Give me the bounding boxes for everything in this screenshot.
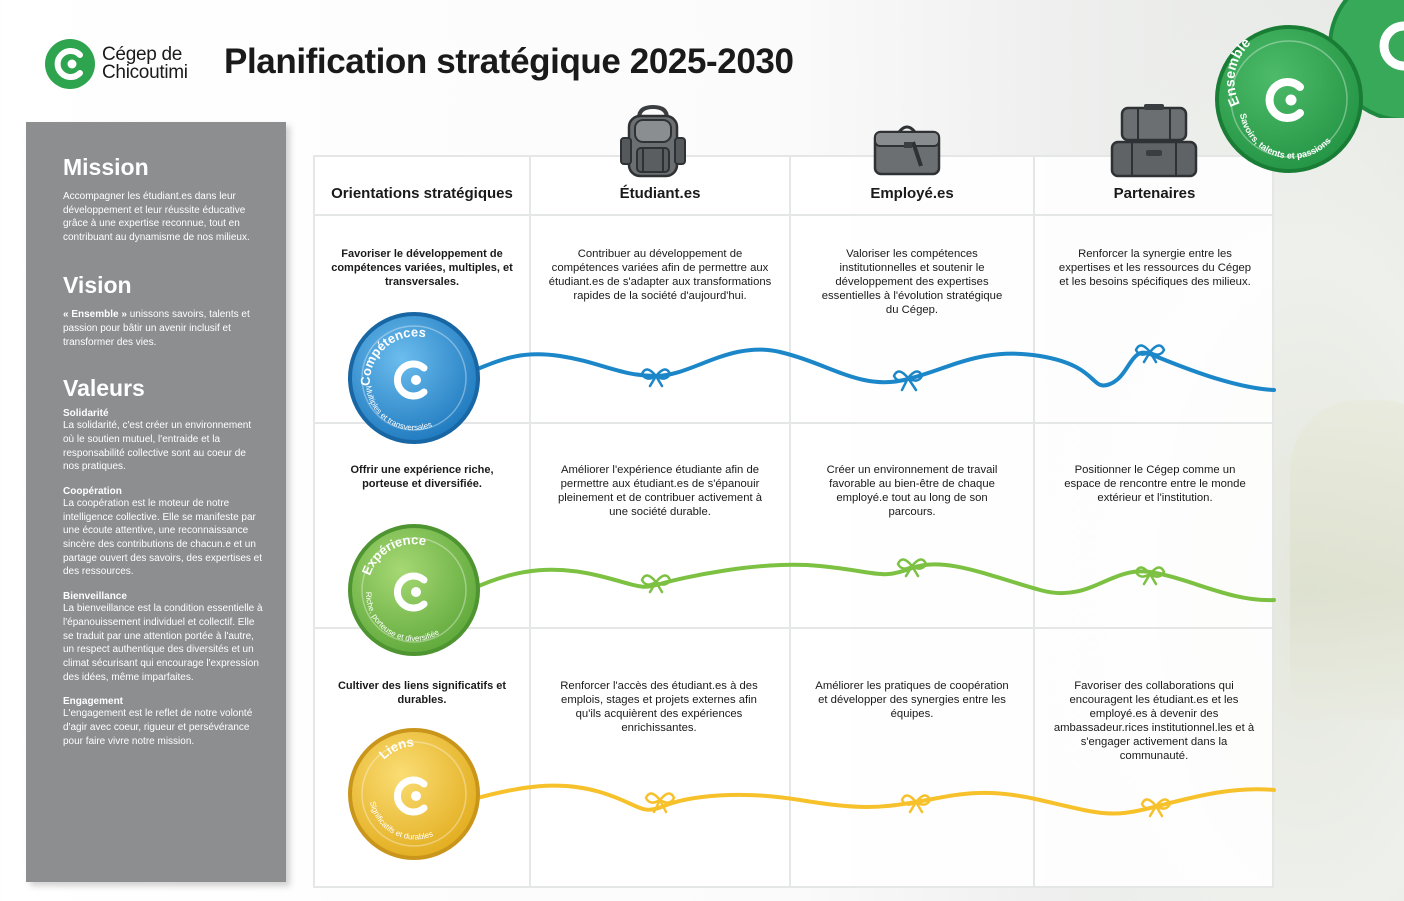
column-divider <box>1033 157 1035 886</box>
value-title: Engagement <box>63 696 124 708</box>
value-title: Coopération <box>63 485 122 497</box>
cell-partners-1: Renforcer la synergie entre les expertis… <box>1058 248 1252 288</box>
header-partners: Partenaires <box>1113 185 1196 202</box>
row-divider <box>315 214 1272 216</box>
orientation-1: Favoriser le développement de compétence… <box>331 248 513 288</box>
row-divider <box>315 422 1272 424</box>
orientation-2: Offrir une expérience riche, porteuse et… <box>350 464 494 490</box>
page-title: Planification stratégique 2025-2030 <box>224 42 794 81</box>
cell-employees-3: Améliorer les pratiques de coopération e… <box>815 680 1009 720</box>
vision-text: « Ensemble » unissons savoirs, talents e… <box>63 308 264 349</box>
badge-liens: Liens Significatifs et durables <box>348 728 480 860</box>
cell-partners-2: Positionner le Cégep comme un espace de … <box>1064 464 1246 504</box>
badge-ensemble: Ensemble Savoirs, talents et passions <box>1215 25 1363 173</box>
value-cooperation: Coopération La coopération est le moteur… <box>63 486 264 579</box>
value-text: La coopération est le moteur de notre in… <box>63 497 262 578</box>
cell-students-1: Contribuer au développement de compétenc… <box>548 248 772 302</box>
mission-section: Mission Accompagner les étudiant.es dans… <box>63 154 264 244</box>
header-employees: Employé.es <box>870 185 954 202</box>
strategy-table: Orientations stratégiques Étudiant.es Em… <box>313 155 1274 888</box>
logo-text: Cégep de Chicoutimi <box>102 44 188 83</box>
vision-heading: Vision <box>63 272 132 299</box>
value-text: L'engagement est le reflet de notre volo… <box>63 708 253 747</box>
column-divider <box>789 157 791 886</box>
cell-students-2: Améliorer l'expérience étudiante afin de… <box>557 464 763 518</box>
orientation-3: Cultiver des liens significatifs et dura… <box>337 680 507 706</box>
vision-section: Vision « Ensemble » unissons savoirs, ta… <box>63 272 264 349</box>
value-bienveillance: Bienveillance La bienveillance est la co… <box>63 591 264 684</box>
cell-students-3: Renforcer l'accès des étudiant.es à des … <box>560 680 758 734</box>
values-heading: Valeurs <box>63 375 145 402</box>
cegep-logo[interactable]: Cégep de Chicoutimi <box>44 38 188 90</box>
vision-body: unissons savoirs, talents et passion pou… <box>63 309 250 348</box>
luggage-icon <box>1110 104 1198 178</box>
cell-employees-1: Valoriser les compétences institutionnel… <box>821 248 1003 316</box>
backpack-icon <box>620 104 686 178</box>
value-title: Solidarité <box>63 408 109 420</box>
logo-line-1: Cégep de <box>102 44 183 65</box>
value-solidarite: Solidarité La solidarité, c'est créer un… <box>63 408 264 474</box>
cegep-logo-icon <box>45 39 95 89</box>
briefcase-icon <box>873 125 941 176</box>
cell-partners-3: Favoriser des collaborations qui encoura… <box>1053 680 1255 762</box>
row-divider <box>315 627 1272 629</box>
cell-employees-2: Créer un environnement de travail favora… <box>826 464 998 518</box>
value-text: La solidarité, c'est créer un environnem… <box>63 420 252 473</box>
sidebar: Mission Accompagner les étudiant.es dans… <box>26 122 286 882</box>
header-students: Étudiant.es <box>619 185 701 202</box>
value-text: La bienveillance est la condition essent… <box>63 603 263 683</box>
values-section: Valeurs Solidarité La solidarité, c'est … <box>63 375 264 748</box>
value-title: Bienveillance <box>63 591 127 603</box>
background-backpack <box>1290 400 1404 720</box>
mission-text: Accompagner les étudiant.es dans leur dé… <box>63 191 250 243</box>
logo-line-2: Chicoutimi <box>102 62 188 83</box>
header-orientations: Orientations stratégiques <box>331 185 513 202</box>
value-engagement: Engagement L'engagement est le reflet de… <box>63 696 264 748</box>
badge-competences: Compétences Multiples et transversales <box>348 312 480 444</box>
vision-keyword: « Ensemble » <box>63 309 127 321</box>
column-divider <box>529 157 531 886</box>
badge-experience: Expérience Riche, porteuse et diversifié… <box>348 524 480 656</box>
mission-heading: Mission <box>63 154 149 180</box>
